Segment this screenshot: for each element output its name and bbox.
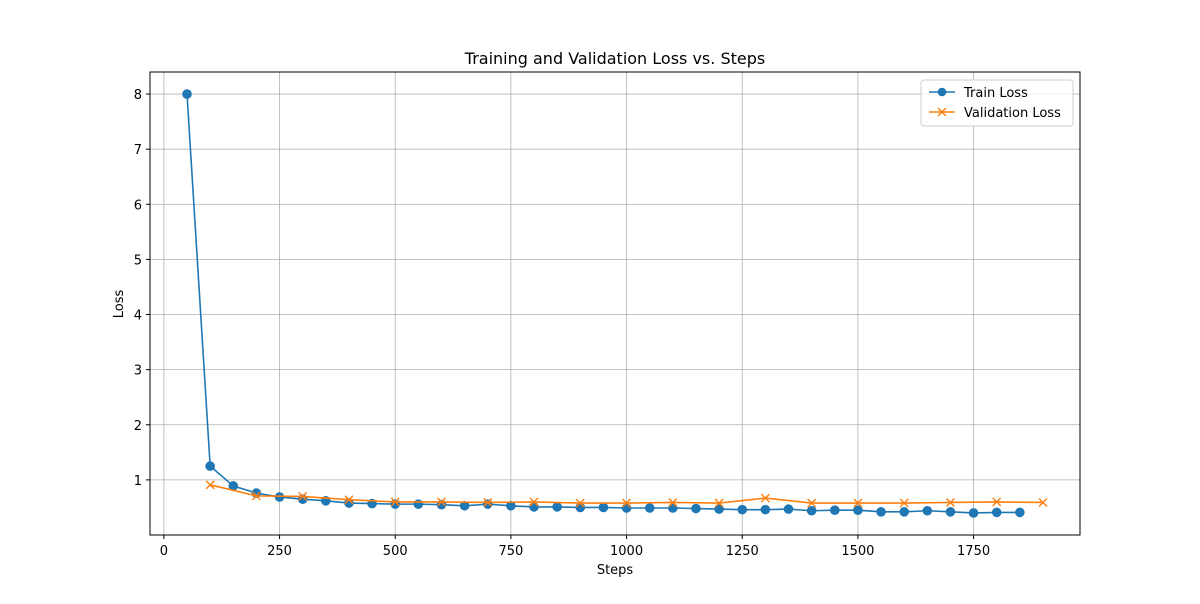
data-point-validation bbox=[251, 491, 261, 501]
data-point-validation bbox=[714, 498, 724, 508]
data-point-validation bbox=[945, 497, 955, 507]
data-point-validation bbox=[992, 497, 1002, 507]
data-point-train bbox=[899, 507, 909, 517]
x-tick-label: 0 bbox=[160, 544, 168, 559]
data-point-train bbox=[644, 503, 655, 513]
data-point-train bbox=[737, 504, 748, 515]
plot-area: 0 250 500 750 1000 1250 1500 1750 1 2 3 4 5 6 7 8 Train … bbox=[134, 71, 1081, 559]
data-point-train bbox=[760, 504, 771, 515]
data-point-train bbox=[529, 502, 539, 512]
data-point-validation bbox=[807, 498, 817, 508]
chart-title: Training and Validation Loss vs. Steps bbox=[464, 49, 765, 68]
data-point-validation bbox=[760, 493, 770, 503]
data-point-validation bbox=[575, 498, 585, 508]
data-point-validation bbox=[899, 498, 909, 508]
data-point-validation bbox=[436, 497, 446, 507]
data-point-train bbox=[968, 508, 979, 518]
data-point-train bbox=[205, 461, 215, 471]
axes-frame bbox=[149, 71, 1081, 536]
legend-box bbox=[920, 79, 1074, 127]
x-tick-label: 750 bbox=[498, 544, 523, 559]
data-point-train bbox=[829, 505, 840, 515]
data-point-train bbox=[783, 504, 794, 514]
y-tick-label: 2 bbox=[134, 419, 142, 434]
data-point-train bbox=[668, 503, 678, 513]
x-tick-label: 250 bbox=[267, 544, 292, 559]
data-point-validation bbox=[853, 498, 863, 508]
y-tick-label: 5 bbox=[134, 253, 142, 268]
y-tick-label: 8 bbox=[134, 88, 142, 103]
data-point-validation bbox=[622, 498, 632, 508]
data-point-train bbox=[182, 89, 192, 99]
data-point-validation bbox=[1038, 497, 1048, 507]
data-point-train bbox=[575, 502, 586, 513]
legend-label-2: Validation Loss bbox=[964, 106, 1061, 121]
y-tick-label: 7 bbox=[134, 143, 142, 158]
data-point-train bbox=[853, 505, 863, 515]
data-point-validation bbox=[483, 497, 493, 507]
data-point-train bbox=[621, 503, 632, 513]
data-point-train bbox=[598, 502, 609, 513]
data-point-train bbox=[714, 504, 724, 514]
data-point-validation bbox=[529, 497, 539, 507]
y-axis-label: Loss bbox=[112, 290, 127, 319]
data-point-train bbox=[922, 505, 933, 516]
data-point-validation bbox=[205, 480, 215, 490]
data-point-train bbox=[991, 507, 1002, 518]
x-tick-label: 500 bbox=[383, 544, 408, 559]
x-tick-label: 1750 bbox=[957, 544, 990, 559]
data-point-train bbox=[413, 499, 424, 509]
data-point-validation bbox=[390, 497, 400, 507]
x-tick-label: 1000 bbox=[610, 544, 643, 559]
data-point-validation bbox=[344, 495, 354, 505]
x-tick-label: 1250 bbox=[726, 544, 759, 559]
data-point-validation bbox=[298, 491, 308, 501]
data-point-train bbox=[806, 505, 817, 516]
legend-marker-validation bbox=[937, 107, 947, 117]
data-point-validation bbox=[668, 497, 678, 507]
data-point-train bbox=[344, 498, 354, 508]
y-tick-label: 1 bbox=[134, 474, 142, 489]
data-point-train bbox=[876, 507, 886, 517]
data-point-train bbox=[482, 499, 493, 509]
y-tick-label: 3 bbox=[134, 364, 142, 379]
data-point-train bbox=[1015, 507, 1025, 518]
data-point-train bbox=[691, 503, 701, 514]
data-point-train bbox=[945, 507, 956, 517]
legend-marker-train bbox=[937, 87, 947, 97]
x-axis-label: Steps bbox=[597, 563, 634, 578]
x-tick-label: 1500 bbox=[841, 544, 874, 559]
data-point-train bbox=[552, 502, 562, 512]
y-tick-label: 4 bbox=[134, 309, 142, 324]
legend-label-1: Train Loss bbox=[963, 86, 1028, 101]
y-tick-label: 6 bbox=[134, 198, 142, 213]
